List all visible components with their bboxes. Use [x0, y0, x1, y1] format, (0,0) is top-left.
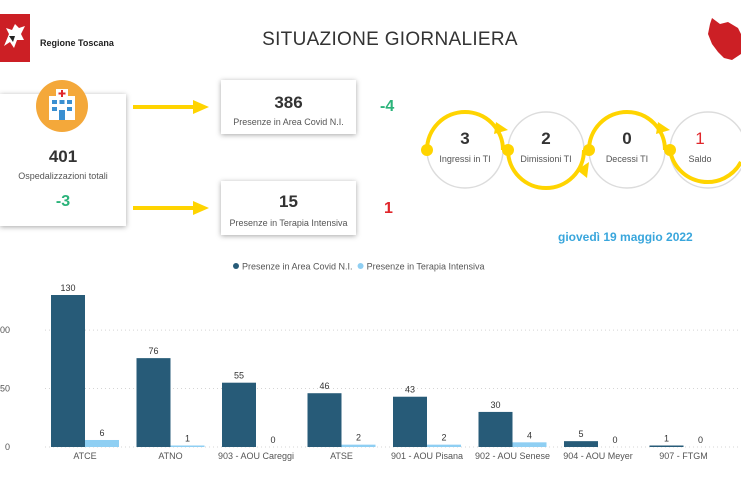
- bar: [85, 439, 119, 447]
- flow-decessi-label: Decessi TI: [605, 154, 649, 164]
- x-tick-label: ATCE: [73, 451, 96, 461]
- data-label: 2: [441, 433, 446, 443]
- brand-name: Regione Toscana: [40, 38, 114, 48]
- data-label: 0: [270, 435, 275, 445]
- total-value: 401: [48, 147, 78, 166]
- page-title: SITUAZIONE GIORNALIERA: [262, 29, 518, 50]
- data-label: 6: [99, 428, 104, 438]
- bar: [512, 442, 547, 447]
- bar: [427, 444, 461, 447]
- bar: [51, 295, 85, 447]
- arrow-to-covid-icon: [133, 100, 209, 114]
- report-date: giovedì 19 maggio 2022: [558, 230, 693, 244]
- data-label: 5: [578, 429, 583, 439]
- flow-dimissioni-label: Dimissioni TI: [520, 154, 572, 164]
- x-tick-label: ATSE: [330, 451, 353, 461]
- total-label: Ospedalizzazioni totali: [18, 171, 108, 181]
- bar: [307, 393, 342, 447]
- data-label: 0: [612, 435, 617, 445]
- ti-value: 15: [279, 192, 298, 211]
- data-label: 1: [664, 434, 669, 444]
- data-label: 130: [60, 283, 75, 293]
- data-label: 0: [698, 435, 703, 445]
- tuscany-map-icon: [702, 14, 741, 66]
- flow-ingressi-value: 3: [460, 129, 470, 148]
- bar: [136, 358, 171, 447]
- flow-saldo-value: 1: [695, 129, 705, 148]
- data-label: 1: [185, 434, 190, 444]
- flow-dimissioni-value: 2: [541, 129, 551, 148]
- legend-marker: [357, 263, 364, 269]
- bar: [478, 411, 513, 447]
- ti-flow-diagram: [421, 110, 741, 190]
- x-tick-label: 907 - FTGM: [659, 451, 708, 461]
- data-label: 46: [319, 381, 329, 391]
- covid-ni-value: 386: [274, 93, 303, 112]
- data-label: 2: [356, 433, 361, 443]
- y-tick-label: 50: [0, 384, 10, 394]
- covid-ni-delta: -4: [380, 98, 395, 115]
- hospital-icon: [36, 80, 88, 132]
- y-tick-label: 0: [5, 442, 10, 452]
- y-tick-label: 100: [0, 325, 10, 335]
- x-tick-label: 904 - AOU Meyer: [563, 451, 633, 461]
- data-label: 4: [527, 430, 532, 440]
- total-delta: -3: [55, 193, 71, 210]
- x-tick-label: 902 - AOU Senese: [475, 451, 550, 461]
- ti-card: [221, 181, 356, 235]
- x-tick-label: 903 - AOU Careggi: [218, 451, 294, 461]
- pegasus-logo-icon: [0, 14, 30, 62]
- covid-ni-label: Presenze in Area Covid N.I.: [233, 117, 344, 127]
- data-label: 43: [405, 385, 415, 395]
- bar: [564, 441, 598, 447]
- flow-decessi-value: 0: [622, 129, 632, 148]
- bar: [222, 382, 256, 447]
- data-label: 55: [234, 371, 244, 381]
- flow-saldo-label: Saldo: [688, 154, 712, 164]
- data-label: 76: [148, 346, 158, 356]
- x-tick-label: ATNO: [158, 451, 182, 461]
- x-tick-label: 901 - AOU Pisana: [391, 451, 463, 461]
- bar: [393, 396, 427, 447]
- hospital-bar-chart: Presenze in Area Covid N.I. Presenze in T…: [0, 262, 741, 461]
- legend-label: Presenze in Area Covid N.I.: [242, 262, 353, 272]
- ti-label: Presenze in Terapia Intensiva: [229, 218, 348, 228]
- flow-ingressi-label: Ingressi in TI: [439, 154, 491, 164]
- legend-label: Presenze in Terapia Intensiva: [367, 262, 485, 272]
- arrow-to-ti-icon: [133, 201, 209, 215]
- covid-ni-card: [221, 80, 356, 134]
- bar: [170, 445, 205, 447]
- bar: [341, 444, 376, 447]
- bar: [649, 445, 684, 447]
- legend-marker: [233, 263, 239, 269]
- data-label: 30: [490, 400, 500, 410]
- ti-delta: 1: [384, 200, 393, 217]
